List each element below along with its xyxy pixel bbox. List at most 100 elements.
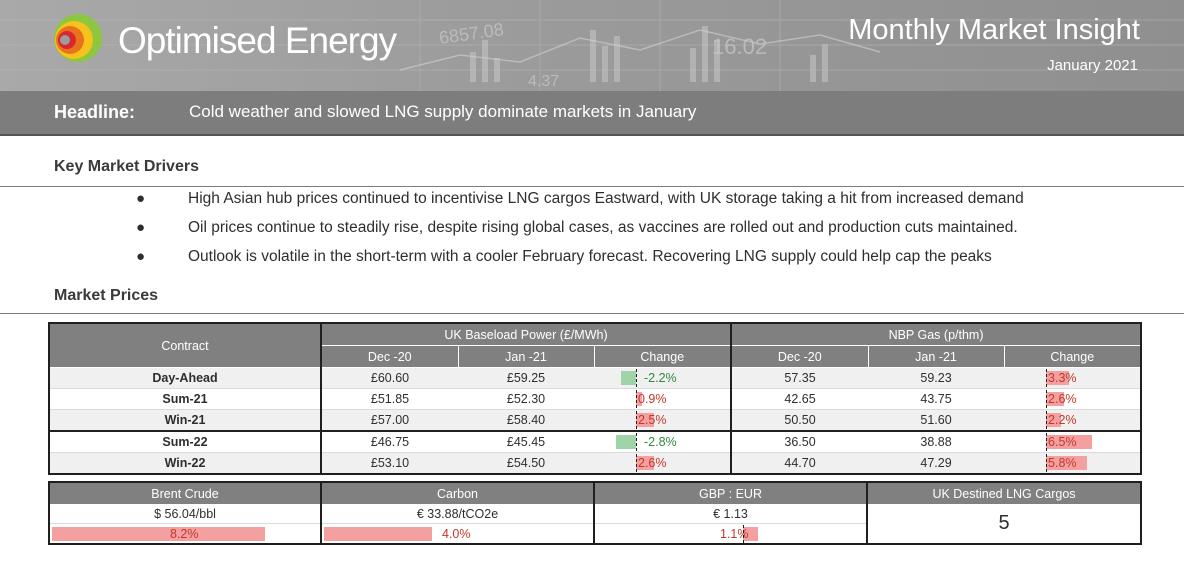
change-axis [636,454,637,472]
fx-value: € 1.13 [594,504,868,524]
change-label: -2.8% [644,435,677,449]
header-banner: 6857.08 16.02 4.37 Optimised Energy Mont… [0,0,1184,91]
change-label: 4.0% [442,527,471,541]
change-bar [743,527,759,541]
backdrop-number: 6857.08 [438,19,505,48]
change-label: 2.2% [1048,413,1077,427]
section-title-drivers: Key Market Drivers [54,158,199,175]
change-bar [324,527,432,541]
power-change-cell: 2.6% [594,452,733,475]
carbon-value: € 33.88/tCO2e [321,504,595,524]
lng-value: 5 [998,512,1010,534]
gas-change-cell: 6.5% [1004,430,1142,453]
gas-dec-cell: 44.70 [731,452,869,475]
power-change-cell: -2.2% [594,367,733,389]
contract-cell: Day-Ahead [49,367,322,389]
section-divider [0,186,1184,187]
power-jan-cell: £52.30 [458,388,594,410]
list-item: ● High Asian hub prices continued to ince… [136,190,1176,219]
power-dec-cell: £60.60 [321,367,458,389]
brent-header: Brent Crude [49,482,322,504]
report-date: January 2021 [1047,57,1138,74]
change-axis [1046,433,1048,451]
gas-change-cell: 2.6% [1004,388,1142,410]
carbon-header: Carbon [321,482,595,504]
lng-header: UK Destined LNG Cargos [867,482,1141,504]
report-title: Monthly Market Insight [848,14,1140,46]
power-change-header: Change [593,345,733,368]
gas-jan-cell: 47.29 [868,452,1005,475]
list-item: ● Oil prices continue to steadily rise, d… [136,219,1176,248]
change-bar [636,456,655,470]
gas-dec-header: Dec -20 [730,345,869,368]
change-axis [1046,390,1048,408]
power-jan-cell: £58.40 [458,409,594,432]
section-title-prices: Market Prices [54,287,159,304]
contract-cell: Sum-21 [49,388,322,410]
change-label: 0.9% [638,392,667,406]
gas-dec-cell: 57.35 [731,367,869,389]
gas-dec-cell: 36.50 [731,430,869,453]
power-dec-cell: £51.85 [321,388,458,410]
contract-cell: Win-22 [49,452,322,475]
power-jan-cell: £45.45 [458,430,594,453]
bullet-icon: ● [136,219,146,236]
commodities-summary-table: Brent Crude Carbon GBP : EUR UK Destined… [48,481,1142,545]
brand-name: Optimised Energy [118,20,397,61]
backdrop-number: 4.37 [528,73,559,90]
change-axis [636,369,637,387]
change-label: 8.2% [170,527,199,541]
change-label: 3.3% [1048,371,1077,385]
brand-logo-icon [54,14,102,62]
gas-jan-cell: 59.23 [868,367,1005,389]
power-dec-cell: £46.75 [321,430,458,453]
change-bar [616,435,636,449]
driver-text: Oil prices continue to steadily rise, de… [188,219,1018,236]
gas-jan-header: Jan -21 [867,345,1005,368]
carbon-change: 4.0% [321,523,595,544]
driver-text: High Asian hub prices continued to incen… [188,190,1024,207]
driver-text: Outlook is volatile in the short-term wi… [188,248,992,265]
change-bar [1046,392,1065,406]
headline-bar: Headline: Cold weather and slowed LNG su… [0,91,1184,136]
power-jan-header: Jan -21 [457,345,595,368]
contract-header: Contract [48,322,322,368]
change-axis [636,433,637,451]
power-dec-header: Dec -20 [320,345,459,368]
change-bar [620,371,636,385]
table-row: Sum-22 £46.75 £45.45 -2.8% 36.50 38.88 6.5% [49,430,1142,453]
gas-dec-cell: 42.65 [731,388,869,410]
bullet-icon: ● [136,248,146,265]
contract-cell: Win-21 [49,409,322,432]
table-row: Win-21 £57.00 £58.40 2.5% 50.50 51.60 2.2% [49,409,1142,432]
power-header: UK Baseload Power (£/MWh) [320,322,733,346]
change-label: 2.6% [638,456,667,470]
change-label: 2.6% [1048,392,1077,406]
market-chart-backdrop: 6857.08 16.02 4.37 [0,0,1184,91]
gas-jan-cell: 43.75 [868,388,1005,410]
market-prices-table: Contract UK Baseload Power (£/MWh) NBP G… [48,322,1143,475]
change-bar [1046,435,1092,449]
power-jan-cell: £59.25 [458,367,594,389]
change-label: 5.8% [1048,456,1077,470]
brent-value: $ 56.04/bbl [49,504,322,524]
contract-cell: Sum-22 [49,430,322,453]
gas-change-cell: 5.8% [1004,452,1142,475]
change-label: 2.5% [638,413,667,427]
change-axis [743,525,744,543]
fx-header: GBP : EUR [594,482,868,504]
gas-header: NBP Gas (p/thm) [730,322,1142,346]
change-axis [636,390,637,408]
gas-jan-cell: 38.88 [868,430,1005,453]
gas-change-cell: 3.3% [1004,367,1142,389]
bullet-icon: ● [136,190,146,207]
change-label: 1.1% [720,527,749,541]
change-axis [636,411,637,429]
headline-label: Headline: [54,102,136,122]
change-bar [52,527,266,541]
gas-jan-cell: 51.60 [868,409,1005,432]
brent-change: 8.2% [49,523,322,544]
change-bar [1046,371,1070,385]
table-row: Day-Ahead £60.60 £59.25 -2.2% 57.35 59.23 3.3% [49,367,1142,389]
list-item: ● Outlook is volatile in the short-term w… [136,248,1176,277]
